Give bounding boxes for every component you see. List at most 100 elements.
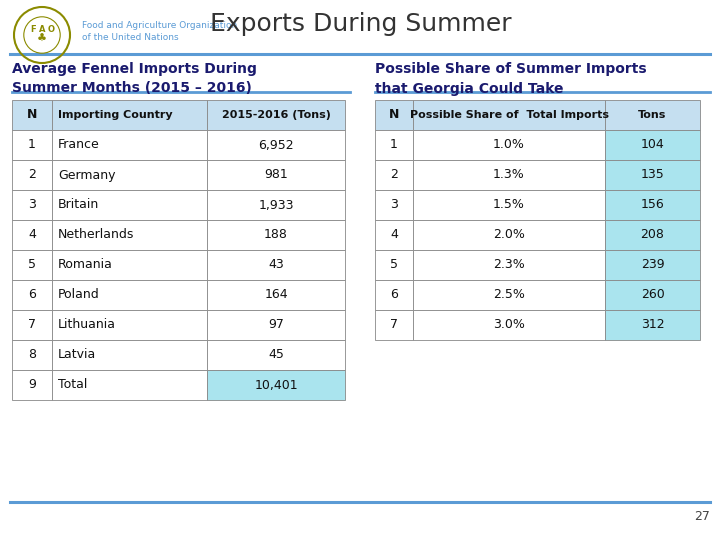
Text: 7: 7 <box>390 319 398 332</box>
FancyBboxPatch shape <box>207 250 345 280</box>
FancyBboxPatch shape <box>207 220 345 250</box>
Text: 312: 312 <box>641 319 665 332</box>
Text: 8: 8 <box>28 348 36 361</box>
FancyBboxPatch shape <box>52 340 207 370</box>
Text: 43: 43 <box>268 259 284 272</box>
Text: N: N <box>27 109 37 122</box>
Text: Importing Country: Importing Country <box>58 110 173 120</box>
FancyBboxPatch shape <box>207 340 345 370</box>
Text: Latvia: Latvia <box>58 348 96 361</box>
FancyBboxPatch shape <box>413 310 605 340</box>
Text: 3.0%: 3.0% <box>493 319 525 332</box>
FancyBboxPatch shape <box>375 190 413 220</box>
FancyBboxPatch shape <box>207 100 345 130</box>
Text: Possible Share of  Total Imports: Possible Share of Total Imports <box>410 110 608 120</box>
Text: O: O <box>48 24 55 33</box>
FancyBboxPatch shape <box>375 280 413 310</box>
FancyBboxPatch shape <box>375 100 413 130</box>
Text: 6: 6 <box>390 288 398 301</box>
Text: 208: 208 <box>641 228 665 241</box>
FancyBboxPatch shape <box>12 280 52 310</box>
Text: 5: 5 <box>390 259 398 272</box>
FancyBboxPatch shape <box>375 220 413 250</box>
FancyBboxPatch shape <box>52 190 207 220</box>
Text: 6,952: 6,952 <box>258 138 294 152</box>
FancyBboxPatch shape <box>605 280 700 310</box>
FancyBboxPatch shape <box>12 310 52 340</box>
FancyBboxPatch shape <box>605 250 700 280</box>
FancyBboxPatch shape <box>52 280 207 310</box>
FancyBboxPatch shape <box>413 190 605 220</box>
FancyBboxPatch shape <box>207 310 345 340</box>
Text: 1.5%: 1.5% <box>493 199 525 212</box>
Text: 2015-2016 (Tons): 2015-2016 (Tons) <box>222 110 330 120</box>
Text: 2: 2 <box>28 168 36 181</box>
Text: Germany: Germany <box>58 168 115 181</box>
FancyBboxPatch shape <box>413 130 605 160</box>
Text: Lithuania: Lithuania <box>58 319 116 332</box>
FancyBboxPatch shape <box>207 190 345 220</box>
FancyBboxPatch shape <box>52 250 207 280</box>
FancyBboxPatch shape <box>12 370 52 400</box>
FancyBboxPatch shape <box>605 100 700 130</box>
Text: Average Fennel Imports During
Summer Months (2015 – 2016): Average Fennel Imports During Summer Mon… <box>12 62 257 96</box>
Text: 1,933: 1,933 <box>258 199 294 212</box>
Text: 3: 3 <box>28 199 36 212</box>
FancyBboxPatch shape <box>12 100 52 130</box>
Text: 239: 239 <box>641 259 665 272</box>
Text: 2.5%: 2.5% <box>493 288 525 301</box>
Text: 5: 5 <box>28 259 36 272</box>
Text: Romania: Romania <box>58 259 113 272</box>
Text: ♣: ♣ <box>37 34 47 44</box>
FancyBboxPatch shape <box>207 370 345 400</box>
Text: Exports During Summer: Exports During Summer <box>210 12 512 36</box>
FancyBboxPatch shape <box>12 340 52 370</box>
Text: 97: 97 <box>268 319 284 332</box>
FancyBboxPatch shape <box>52 130 207 160</box>
Text: Possible Share of Summer Imports
that Georgia Could Take: Possible Share of Summer Imports that Ge… <box>375 62 647 96</box>
FancyBboxPatch shape <box>413 220 605 250</box>
FancyBboxPatch shape <box>413 160 605 190</box>
FancyBboxPatch shape <box>12 250 52 280</box>
Text: Total: Total <box>58 379 87 392</box>
FancyBboxPatch shape <box>605 220 700 250</box>
Text: 2: 2 <box>390 168 398 181</box>
Text: 981: 981 <box>264 168 288 181</box>
Text: of the United Nations: of the United Nations <box>82 32 179 42</box>
FancyBboxPatch shape <box>12 130 52 160</box>
Text: 135: 135 <box>641 168 665 181</box>
Text: 7: 7 <box>28 319 36 332</box>
Text: 104: 104 <box>641 138 665 152</box>
Text: Netherlands: Netherlands <box>58 228 135 241</box>
FancyBboxPatch shape <box>52 310 207 340</box>
Text: 3: 3 <box>390 199 398 212</box>
FancyBboxPatch shape <box>207 280 345 310</box>
FancyBboxPatch shape <box>375 130 413 160</box>
Text: France: France <box>58 138 100 152</box>
FancyBboxPatch shape <box>605 130 700 160</box>
FancyBboxPatch shape <box>375 160 413 190</box>
FancyBboxPatch shape <box>52 220 207 250</box>
FancyBboxPatch shape <box>207 160 345 190</box>
FancyBboxPatch shape <box>12 190 52 220</box>
Text: 260: 260 <box>641 288 665 301</box>
Text: Tons: Tons <box>639 110 667 120</box>
FancyBboxPatch shape <box>12 160 52 190</box>
Text: 6: 6 <box>28 288 36 301</box>
FancyBboxPatch shape <box>52 100 207 130</box>
Text: 1.3%: 1.3% <box>493 168 525 181</box>
Text: Poland: Poland <box>58 288 100 301</box>
FancyBboxPatch shape <box>605 160 700 190</box>
FancyBboxPatch shape <box>207 130 345 160</box>
Text: N: N <box>389 109 399 122</box>
FancyBboxPatch shape <box>605 190 700 220</box>
Text: Food and Agriculture Organization: Food and Agriculture Organization <box>82 22 238 30</box>
Text: A: A <box>39 24 45 33</box>
Text: 10,401: 10,401 <box>254 379 298 392</box>
FancyBboxPatch shape <box>413 280 605 310</box>
Text: Britain: Britain <box>58 199 99 212</box>
Text: 2.3%: 2.3% <box>493 259 525 272</box>
FancyBboxPatch shape <box>605 310 700 340</box>
Text: F: F <box>30 24 36 33</box>
FancyBboxPatch shape <box>52 370 207 400</box>
